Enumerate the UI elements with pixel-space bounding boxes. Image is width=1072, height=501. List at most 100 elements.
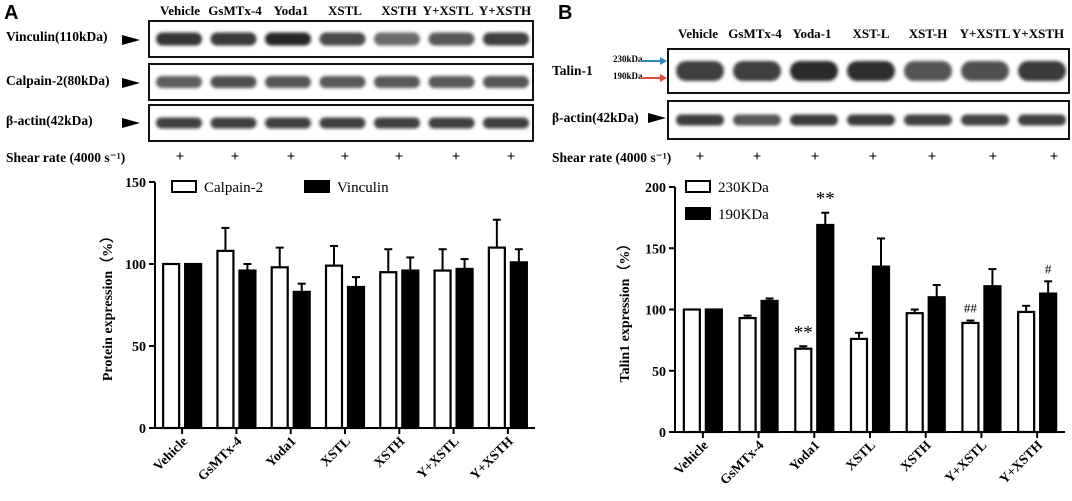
bar (738, 316, 757, 434)
x-tick-label: XSTH (897, 437, 934, 474)
kda-lower-label: 190kDa (613, 71, 643, 81)
blot-band (265, 32, 311, 46)
blot-band (265, 76, 311, 88)
blot-band (374, 76, 420, 88)
blot-band (428, 76, 475, 88)
blot-label-calpain: Calpain-2(80kDa) (6, 73, 110, 88)
blot-band (156, 117, 202, 129)
blot-band (904, 114, 952, 126)
blot-arrows-a (122, 35, 140, 128)
bar (905, 312, 924, 434)
legend-label: Calpain-2 (204, 180, 263, 196)
blot-label-actin-b: β-actin(42kDa) (552, 110, 639, 125)
legend-swatch (685, 207, 711, 220)
lane-label: Y+XSTH (1011, 26, 1065, 41)
legend-label: Vinculin (337, 180, 389, 196)
blot-band (374, 117, 420, 129)
blot-image (156, 76, 529, 88)
bar (816, 223, 835, 434)
blot-band (790, 114, 838, 126)
shear-mark: + (1049, 149, 1059, 165)
blot-strip-actin-a (148, 104, 534, 142)
x-tick-label: XSTL (843, 438, 879, 474)
shear-mark: + (988, 149, 998, 165)
y-tick-label: 50 (652, 365, 666, 380)
bar (704, 308, 723, 434)
blot-band (961, 61, 1009, 81)
lane-label: XST-H (908, 26, 948, 41)
blot-strip-calpain (148, 63, 534, 101)
bar (401, 269, 420, 430)
blot-image (156, 117, 529, 129)
shear-mark: + (286, 149, 296, 165)
arrow-icon (122, 118, 140, 128)
bar (292, 290, 311, 430)
lane-label: GsMTx-4 (208, 3, 262, 18)
blot-band (319, 117, 366, 129)
blot-band (428, 32, 475, 46)
legend-label: 190KDa (718, 207, 769, 223)
shear-mark: + (451, 149, 461, 165)
lane-label: GsMTx-4 (728, 26, 782, 41)
blot-band (374, 32, 420, 46)
shear-mark: + (868, 149, 878, 165)
blot-band (483, 117, 529, 129)
bar (509, 261, 528, 430)
bar (760, 299, 779, 434)
x-tick-label: GsMTx-4 (195, 433, 245, 483)
y-tick-label: 100 (645, 304, 666, 319)
bar (871, 265, 891, 434)
bar (682, 308, 701, 434)
y-tick-label: 200 (645, 181, 666, 196)
blot-band (210, 76, 257, 88)
lane-label: Y+XSTH (478, 3, 532, 18)
bar (849, 337, 869, 434)
bar (455, 267, 474, 430)
blot-band (733, 61, 781, 81)
y-axis-label: Protein expression（%） (100, 229, 116, 381)
blot-band (210, 32, 257, 46)
arrow-icon (660, 74, 667, 82)
legend-swatch (171, 180, 197, 193)
panel-letter-b: B (558, 2, 573, 24)
x-tick-label: Yoda1 (263, 433, 299, 469)
blot-band (676, 114, 724, 126)
blot-band (483, 76, 529, 88)
lane-label: XSTH (381, 3, 417, 18)
shear-mark: + (230, 149, 240, 165)
chart-b: 0 50 100 150 200 Talin1 expression（%） Vehicle G… (617, 180, 1065, 487)
blot-band (210, 117, 257, 129)
bar (433, 269, 452, 430)
bar (238, 269, 257, 430)
legend-label: 230KDa (718, 180, 769, 196)
blot-band (847, 114, 895, 126)
kda-upper-label: 230kDa (613, 54, 643, 64)
x-tick-label: Y+XSTL (942, 438, 990, 486)
legend-swatch (304, 180, 330, 193)
y-tick-label: 150 (125, 176, 146, 191)
shear-mark: + (927, 149, 937, 165)
significance-mark: # (1045, 261, 1052, 276)
blot-band (428, 117, 475, 129)
blot-image (676, 114, 1066, 126)
blot-band (1018, 114, 1066, 126)
blot-label-actin-a: β-actin(42kDa) (6, 113, 93, 128)
blot-band (156, 32, 202, 46)
bar (184, 262, 203, 430)
blot-band (156, 76, 202, 88)
y-tick-label: 100 (125, 258, 146, 273)
bar (1039, 292, 1058, 434)
blot-band (265, 117, 311, 129)
x-tick-label: Y+XSTH (996, 437, 1045, 486)
shear-rate-label-b: Shear rate (4000 s⁻¹) (552, 150, 672, 165)
blot-label-vinculin: Vinculin(110kDa) (6, 29, 108, 44)
y-axis-label: Talin1 expression（%） (617, 237, 633, 383)
blot-band (1018, 61, 1066, 81)
bar (216, 249, 235, 430)
x-tick-label: XSTH (371, 433, 408, 470)
lane-label: Y+XSTL (422, 3, 474, 18)
blot-image (676, 61, 1066, 81)
bar (162, 262, 181, 430)
bar (1017, 310, 1036, 434)
bar (346, 285, 366, 430)
